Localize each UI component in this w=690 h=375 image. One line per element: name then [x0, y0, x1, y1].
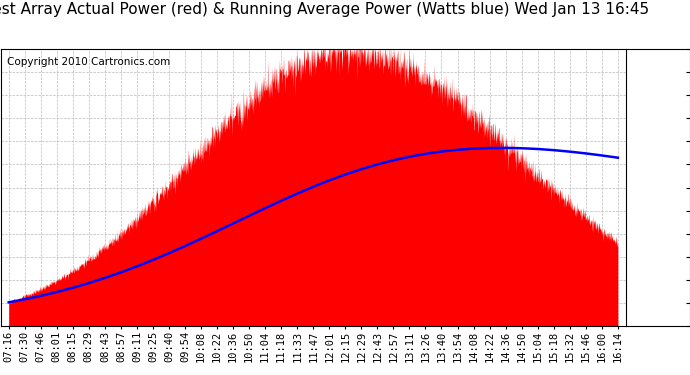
Text: Copyright 2010 Cartronics.com: Copyright 2010 Cartronics.com: [7, 57, 170, 67]
Text: West Array Actual Power (red) & Running Average Power (Watts blue) Wed Jan 13 16: West Array Actual Power (red) & Running …: [0, 2, 649, 17]
